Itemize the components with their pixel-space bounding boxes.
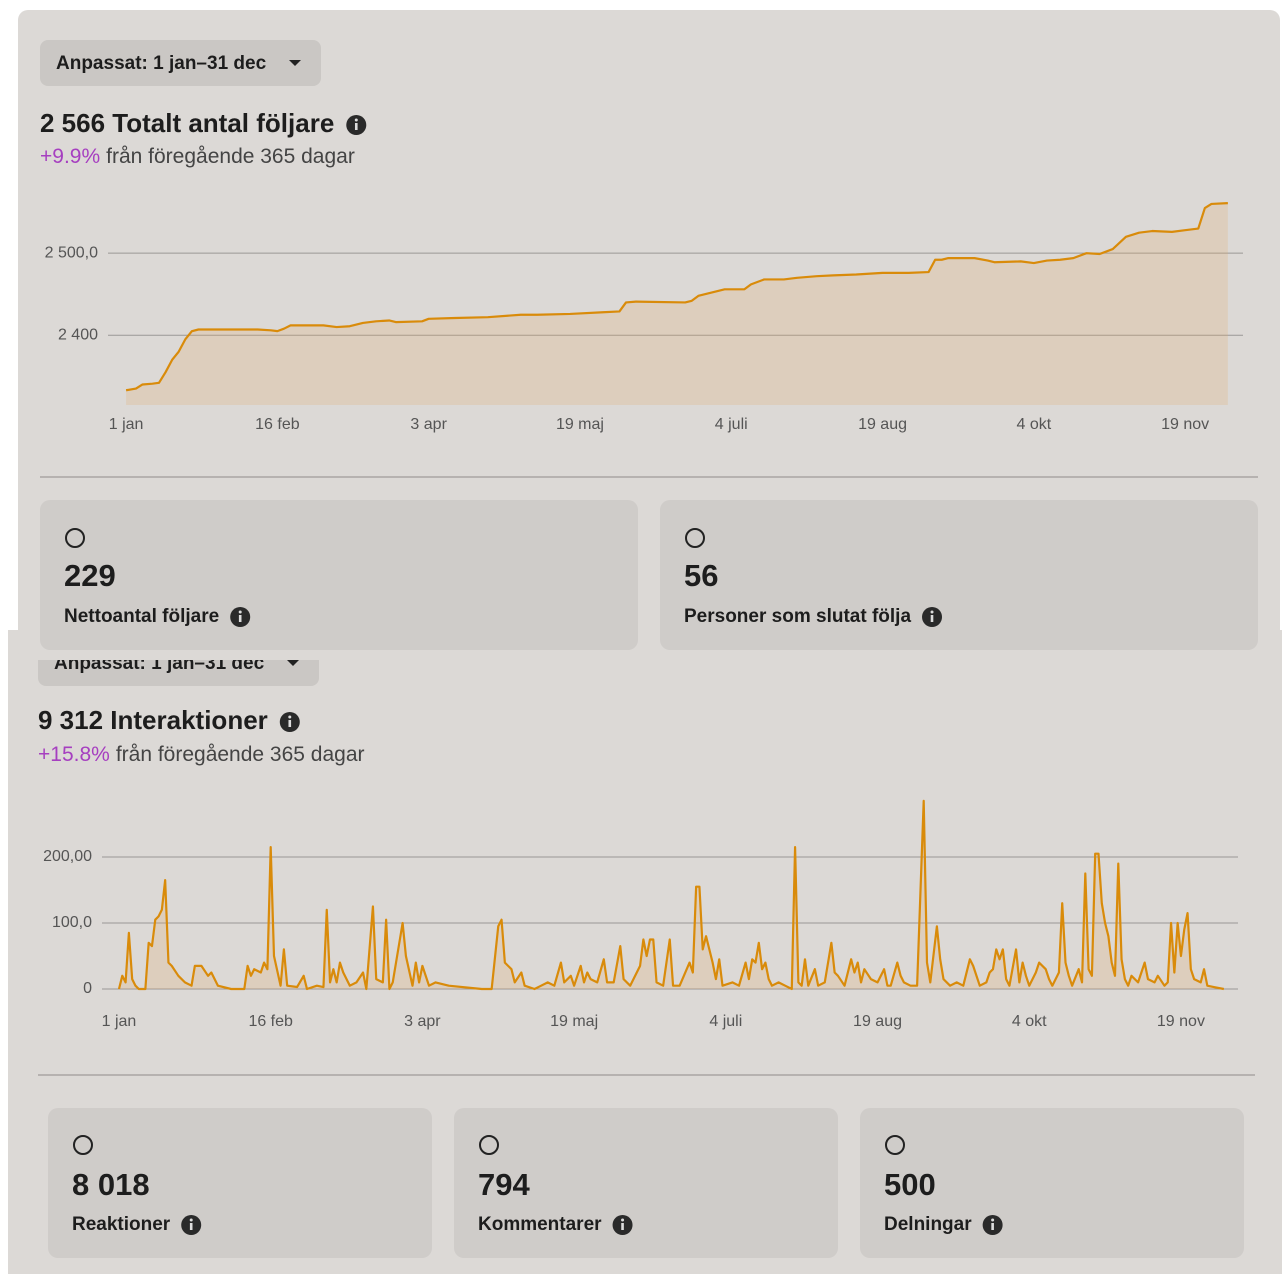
info-icon-mark [991,1223,994,1230]
y-tick-label: 0 [83,980,92,997]
card-value: 794 [478,1167,530,1202]
info-icon-mark [930,615,934,622]
y-tick-label: 2 500,0 [45,244,98,261]
line [125,202,1228,392]
date-filter[interactable] [40,40,321,86]
x-tick-label: 4 juli [709,1013,742,1030]
change-note: från föregående 365 dagar [116,743,365,766]
card-value: 500 [884,1167,936,1202]
info-icon-mark [288,720,292,727]
card-label: Delningar [884,1214,972,1235]
card-icon [885,1135,905,1155]
card-icon [479,1135,499,1155]
card-value: 229 [64,558,116,593]
card-icon [73,1135,93,1155]
info-icon-dot [238,610,242,614]
x-tick-label: 19 aug [853,1013,902,1030]
info-icon-dot [930,610,934,614]
headline: 9 312 Interaktioner [38,705,268,735]
info-icon-dot [288,715,292,719]
x-tick-label: 4 okt [1012,1013,1047,1030]
stat-card [660,500,1258,650]
x-tick-label: 3 apr [410,416,447,433]
x-tick-label: 19 maj [556,416,604,433]
stat-card [860,1108,1244,1258]
info-icon-dot [621,1218,625,1222]
headline: 2 566 Totalt antal följare [40,108,334,138]
x-tick-label: 1 jan [102,1013,137,1030]
x-tick-label: 19 nov [1161,416,1209,433]
x-tick-label: 4 okt [1016,416,1051,433]
info-icon-mark [621,1223,624,1230]
card-value: 8 018 [72,1167,150,1202]
y-tick-label: 100,0 [52,914,92,931]
stat-card [454,1108,838,1258]
card-label: Kommentarer [478,1214,602,1235]
x-tick-label: 19 maj [550,1013,598,1030]
info-icon-dot [189,1218,193,1222]
x-tick-label: 3 apr [404,1013,441,1030]
info-icon-mark [354,123,358,130]
card-label: Nettoantal följare [64,606,219,627]
x-tick-label: 16 feb [255,416,300,433]
x-tick-label: 1 jan [109,416,144,433]
y-tick-label: 200,00 [43,848,92,865]
x-tick-label: 19 nov [1157,1013,1205,1030]
change-percent: +15.8% [38,743,110,766]
area-fill [126,203,1228,405]
card-icon [65,528,85,548]
card-label: Personer som slutat följa [684,606,911,627]
info-icon-mark [189,1223,193,1230]
dropdown-arrow [289,60,301,66]
info-icon-mark [238,615,242,622]
card-value: 56 [684,558,718,593]
card-icon [685,528,705,548]
info-icon-dot [991,1218,995,1222]
dropdown-arrow [287,660,299,666]
stat-card [40,500,638,650]
stat-card [48,1108,432,1258]
date-filter-label: Anpassat: 1 jan–31 dec [56,53,267,74]
x-tick-label: 4 juli [715,416,748,433]
y-tick-label: 2 400 [58,326,98,343]
change-line: +9.9% från föregående 365 dagar [40,145,355,168]
change-note: från föregående 365 dagar [106,145,355,168]
change-line: +15.8% från föregående 365 dagar [38,743,365,766]
x-tick-label: 16 feb [248,1013,293,1030]
change-percent: +9.9% [40,145,100,168]
line [117,799,1225,991]
info-icon-dot [354,118,358,122]
x-tick-label: 19 aug [858,416,907,433]
card-label: Reaktioner [72,1214,171,1235]
